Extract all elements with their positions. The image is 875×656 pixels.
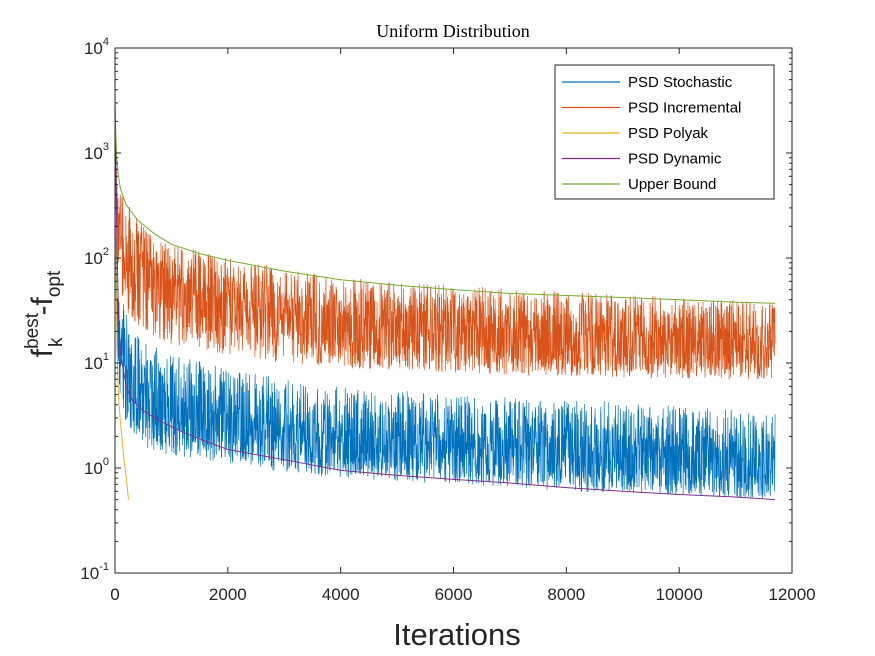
series-line-psd-stochastic xyxy=(114,224,776,499)
y-tick-label: 102 xyxy=(84,246,109,268)
legend: PSD Stochastic PSD Incremental PSD Polyak P… xyxy=(554,64,775,200)
y-axis-label-superscript: best xyxy=(22,312,43,349)
y-tick-label: 104 xyxy=(84,36,109,58)
legend-label: PSD Incremental xyxy=(628,100,741,117)
y-axis-label-minus: -f xyxy=(26,297,59,316)
x-tick-label: 10000 xyxy=(656,585,703,604)
x-tick-label: 6000 xyxy=(435,585,473,604)
x-tick-label: 8000 xyxy=(547,585,585,604)
series-line-psd-dynamic xyxy=(114,102,776,501)
x-tick-label: 0 xyxy=(110,585,119,604)
x-tick-label: 12000 xyxy=(768,585,815,604)
legend-label: PSD Stochastic xyxy=(628,74,733,91)
y-tick-label: 10-1 xyxy=(80,561,109,583)
y-axis-label-base: f xyxy=(26,348,59,357)
y-axis-label-subscript: k xyxy=(46,337,67,347)
y-tick-label: 100 xyxy=(84,456,109,478)
x-tick-label: 2000 xyxy=(209,585,247,604)
y-tick-label: 101 xyxy=(84,351,109,373)
x-tick-label: 4000 xyxy=(322,585,360,604)
series-line-psd-polyak xyxy=(114,176,130,500)
y-tick-label: 103 xyxy=(84,141,109,163)
series-layer xyxy=(114,102,776,501)
series-line-psd-incremental xyxy=(114,167,776,380)
legend-box xyxy=(554,64,775,200)
y-axis: 10-1 100 101 102 103 104 xyxy=(80,36,792,583)
y-axis-label: fbest k -fopt xyxy=(22,270,67,357)
y-axis-label-subscript-opt: opt xyxy=(44,270,65,297)
legend-label: PSD Dynamic xyxy=(628,151,722,168)
x-axis-label: Iterations xyxy=(393,617,521,652)
legend-label: Upper Bound xyxy=(628,176,716,193)
series-line-upper-bound xyxy=(114,102,776,304)
x-axis: 0 2000 4000 6000 8000 10000 12000 xyxy=(110,48,816,604)
legend-label: PSD Polyak xyxy=(628,125,709,142)
chart-title: Uniform Distribution xyxy=(376,21,530,41)
